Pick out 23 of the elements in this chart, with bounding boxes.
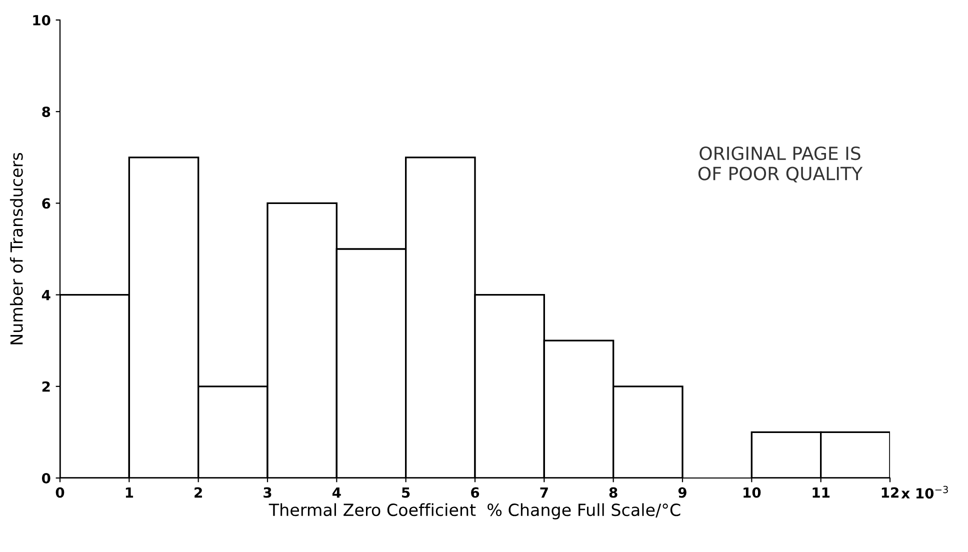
y-tick-label: 10 [33, 14, 50, 26]
y-axis-title: Number of Transducers [10, 152, 23, 344]
y-tick-label: 8 [42, 106, 50, 118]
x-axis-title: Thermal Zero Coefficient % Change Full Scale/°C [268, 503, 680, 520]
y-tick-label: 6 [42, 198, 50, 209]
y-tick-label: 4 [42, 290, 50, 300]
x-tick-label: 0 [56, 487, 64, 498]
x-tick-label: 4 [332, 487, 341, 498]
text: x 10$^{−3}$ [901, 486, 948, 499]
x-tick-label: 7 [540, 487, 548, 498]
x-tick-label: 1 [126, 487, 134, 498]
annotation: ORIGINAL PAGE IS OF POOR QUALITY [698, 146, 863, 182]
y-tick-label: 0 [42, 472, 50, 484]
x-tick-label: 2 [194, 487, 202, 498]
x-tick-label: 12 [882, 487, 898, 498]
x-tick-label: 6 [471, 487, 480, 498]
x-tick-label: 3 [264, 487, 272, 498]
x-tick-label: 8 [609, 487, 618, 498]
x-tick-label: 11 [812, 487, 830, 498]
x-tick-label: 10 [744, 487, 761, 498]
x-tick-label: 5 [402, 487, 410, 498]
x-tick-label: 9 [678, 487, 686, 498]
y-tick-label: 2 [42, 381, 50, 392]
